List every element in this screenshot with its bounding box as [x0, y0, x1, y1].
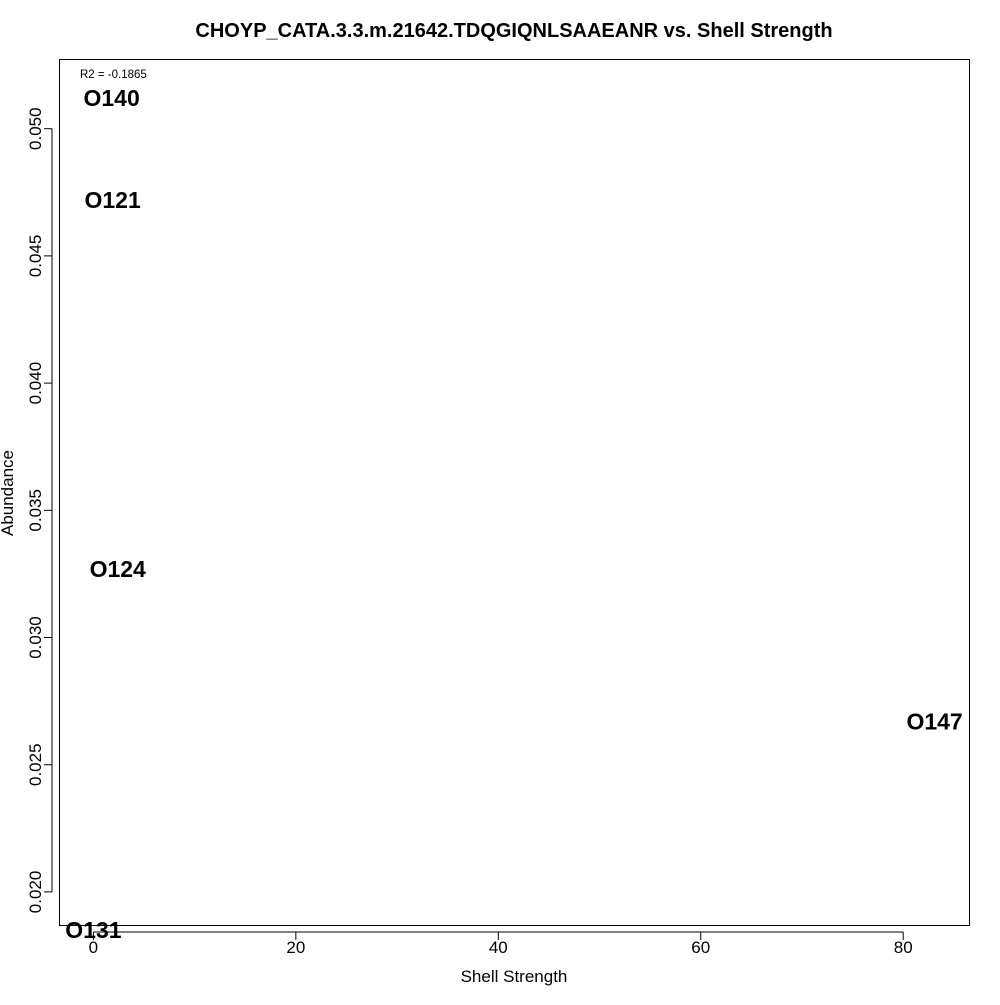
- y-tick-label: 0.030: [26, 616, 45, 659]
- x-tick-label: 0: [89, 938, 98, 957]
- data-points: O140 O121 O124 O147 O131: [65, 85, 962, 943]
- y-tick-label: 0.025: [26, 743, 45, 786]
- y-axis-label: Abundance: [0, 450, 17, 536]
- data-point-label: O121: [85, 187, 141, 213]
- y-tick-label: 0.045: [26, 235, 45, 278]
- y-tick-label: 0.020: [26, 871, 45, 914]
- y-axis: 0.020 0.025 0.030 0.035 0.040 0.045 0.050: [26, 107, 53, 914]
- data-point-label: O147: [906, 708, 962, 734]
- y-tick-label: 0.050: [26, 107, 45, 150]
- x-tick-label: 20: [286, 938, 305, 957]
- x-tick-label: 80: [894, 938, 913, 957]
- y-tick-label: 0.040: [26, 362, 45, 405]
- x-tick-label: 40: [489, 938, 508, 957]
- x-axis: 0 20 40 60 80: [89, 931, 913, 957]
- chart-title: CHOYP_CATA.3.3.m.21642.TDQGIQNLSAAEANR v…: [195, 20, 832, 42]
- x-axis-label: Shell Strength: [461, 967, 568, 986]
- data-point-label: O140: [83, 85, 139, 111]
- x-tick-label: 60: [691, 938, 710, 957]
- r2-annotation: R2 = -0.1865: [80, 69, 147, 81]
- data-point-label: O131: [65, 917, 121, 943]
- plot-area-frame: [59, 59, 970, 926]
- y-tick-label: 0.035: [26, 489, 45, 532]
- data-point-label: O124: [90, 556, 146, 582]
